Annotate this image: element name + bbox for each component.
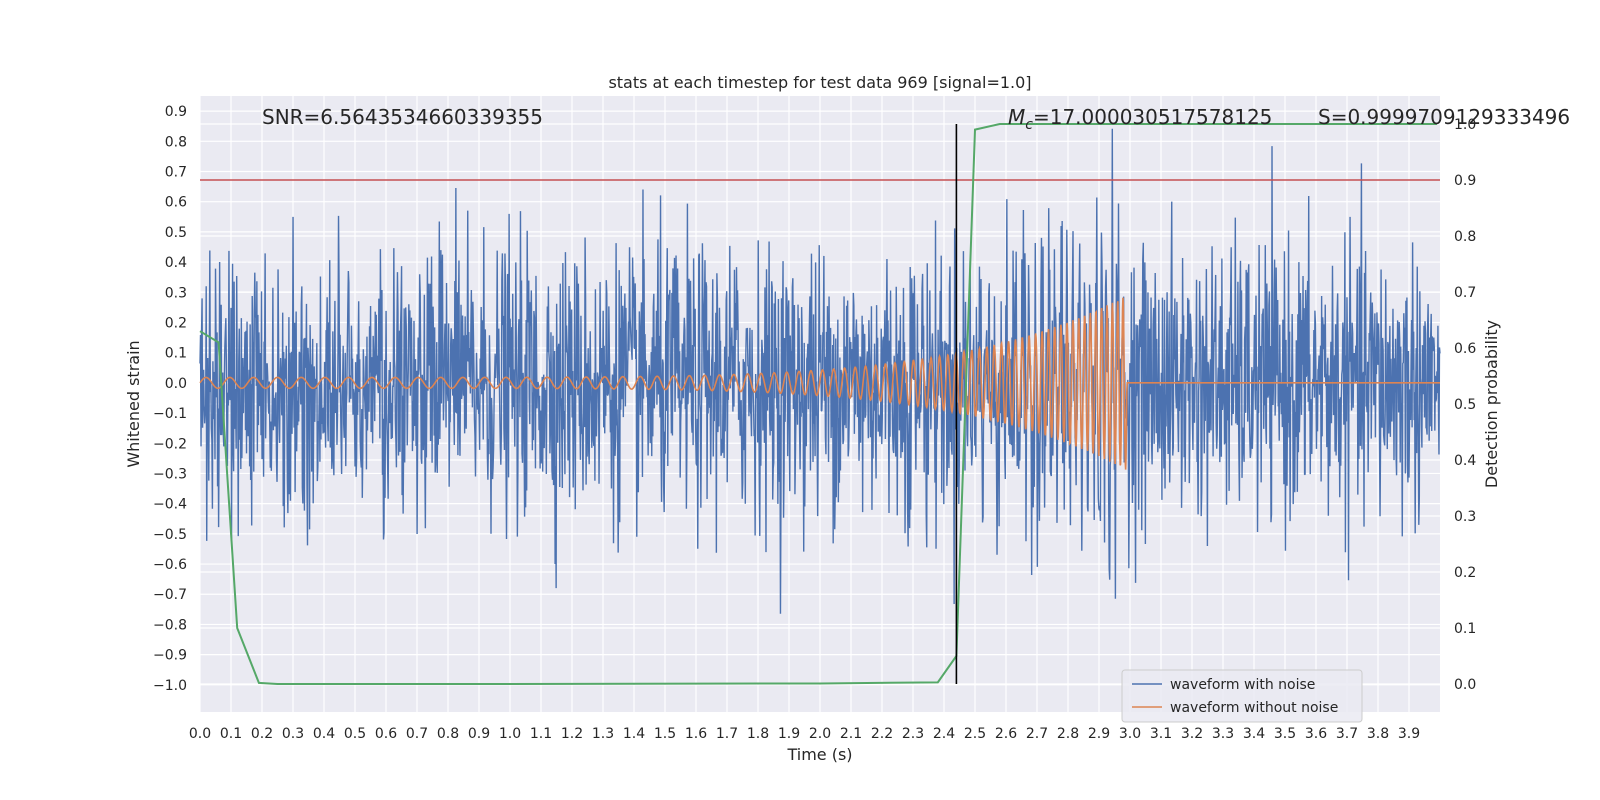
y-tick-label-left: 0.9 <box>165 104 187 120</box>
s-annotation: S=0.9999709129333496 <box>1318 105 1570 129</box>
y-tick-label-right: 0.6 <box>1454 341 1476 357</box>
x-tick-label: 0.9 <box>468 726 490 742</box>
x-tick-label: 2.8 <box>1057 726 1079 742</box>
y-tick-label-right: 0.8 <box>1454 229 1476 245</box>
x-tick-label: 3.9 <box>1398 726 1420 742</box>
legend-label-noise: waveform with noise <box>1170 677 1315 693</box>
x-tick-label: 2.9 <box>1088 726 1110 742</box>
y-tick-label-right: 0.5 <box>1454 397 1476 413</box>
x-tick-label: 0.2 <box>251 726 273 742</box>
y-tick-label-left: 0.4 <box>165 255 187 271</box>
x-tick-label: 0.5 <box>344 726 366 742</box>
x-tick-label: 3.7 <box>1336 726 1358 742</box>
x-tick-label: 1.4 <box>623 726 645 742</box>
y-tick-label-right: 0.0 <box>1454 677 1476 693</box>
x-tick-label: 1.8 <box>747 726 769 742</box>
x-tick-label: 1.6 <box>685 726 707 742</box>
y-tick-label-left: 0.5 <box>165 225 187 241</box>
x-tick-label: 1.5 <box>654 726 676 742</box>
chirp-mass-symbol: M <box>1008 105 1025 129</box>
x-tick-label: 3.0 <box>1119 726 1141 742</box>
x-tick-label: 3.3 <box>1212 726 1234 742</box>
x-tick-label: 1.2 <box>561 726 583 742</box>
x-tick-label: 3.1 <box>1150 726 1172 742</box>
y-tick-label-left: −0.1 <box>153 406 187 422</box>
y-tick-label-right: 0.2 <box>1454 565 1476 581</box>
legend-label-clean: waveform without noise <box>1170 700 1338 716</box>
x-tick-label: 2.3 <box>902 726 924 742</box>
y-axis-label-right: Detection probability <box>1482 320 1501 488</box>
x-tick-label: 2.6 <box>995 726 1017 742</box>
x-tick-label: 2.0 <box>809 726 831 742</box>
y-tick-label-right: 0.1 <box>1454 621 1476 637</box>
y-tick-label-right: 0.3 <box>1454 509 1476 525</box>
chart-title: stats at each timestep for test data 969… <box>608 73 1031 92</box>
legend-box <box>1121 669 1363 723</box>
y-tick-label-left: 0.1 <box>165 346 187 362</box>
y-tick-label-left: 0.0 <box>165 376 187 392</box>
y-tick-label-left: −0.4 <box>153 497 187 513</box>
y-tick-label-right: 1.0 <box>1454 117 1476 133</box>
x-tick-label: 2.2 <box>871 726 893 742</box>
x-tick-label: 1.7 <box>716 726 738 742</box>
tick-layer: 0.0 0.1 0.2 0.3 0.4 0.5 0.6 0.7 0.8 0.9 1.0 1.1 1.2 1… <box>153 104 1476 742</box>
x-tick-label: 0.3 <box>282 726 304 742</box>
y-tick-label-left: −0.8 <box>153 617 187 633</box>
y-tick-label-left: 0.3 <box>165 285 187 301</box>
y-tick-label-left: −0.3 <box>153 466 187 482</box>
x-tick-label: 0.4 <box>313 726 335 742</box>
series-waveform-with-noise <box>199 128 1441 614</box>
series-detection-probability <box>199 123 1437 685</box>
x-tick-label: 2.4 <box>933 726 955 742</box>
legend: waveform with noise waveform without noi… <box>1121 669 1363 723</box>
y-tick-label-left: 0.6 <box>165 195 187 211</box>
x-tick-label: 0.1 <box>220 726 242 742</box>
x-tick-label: 3.2 <box>1181 726 1203 742</box>
chirp-mass-subscript: c <box>1025 117 1033 133</box>
x-tick-label: 3.6 <box>1305 726 1327 742</box>
chirp-mass-value: =17.000030517578125 <box>1033 105 1272 129</box>
y-tick-label-right: 0.9 <box>1454 173 1476 189</box>
x-tick-label: 0.7 <box>406 726 428 742</box>
x-axis-label: Time (s) <box>786 745 852 764</box>
y-tick-label-left: −0.9 <box>153 648 187 664</box>
x-tick-label: 3.4 <box>1243 726 1265 742</box>
y-tick-label-left: −0.7 <box>153 587 187 603</box>
x-tick-label: 1.0 <box>499 726 521 742</box>
x-tick-label: 3.5 <box>1274 726 1296 742</box>
series-waveform-without-noise <box>199 297 1440 470</box>
y-tick-label-left: 0.8 <box>165 134 187 150</box>
x-tick-label: 0.6 <box>375 726 397 742</box>
y-tick-label-left: −0.2 <box>153 436 187 452</box>
x-tick-label: 2.7 <box>1026 726 1048 742</box>
y-tick-label-right: 0.4 <box>1454 453 1476 469</box>
series-layer <box>199 123 1441 685</box>
x-tick-label: 2.5 <box>964 726 986 742</box>
chirp-mass-annotation: Mc=17.000030517578125 <box>1008 105 1272 133</box>
y-tick-label-right: 0.7 <box>1454 285 1476 301</box>
y-tick-label-left: −1.0 <box>153 678 187 694</box>
x-tick-label: 2.1 <box>840 726 862 742</box>
y-tick-label-left: −0.6 <box>153 557 187 573</box>
x-tick-label: 0.8 <box>437 726 459 742</box>
snr-annotation: SNR=6.5643534660339355 <box>262 105 543 129</box>
y-tick-label-left: 0.2 <box>165 315 187 331</box>
x-tick-label: 1.3 <box>592 726 614 742</box>
y-tick-label-left: 0.7 <box>165 164 187 180</box>
x-tick-label: 3.8 <box>1367 726 1389 742</box>
y-tick-label-left: −0.5 <box>153 527 187 543</box>
y-axis-label-left: Whitened strain <box>124 340 143 467</box>
x-tick-label: 0.0 <box>189 726 211 742</box>
x-tick-label: 1.9 <box>778 726 800 742</box>
x-tick-label: 1.1 <box>530 726 552 742</box>
